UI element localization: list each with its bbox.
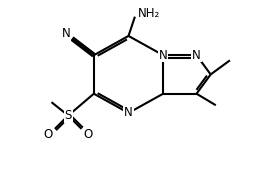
Text: S: S xyxy=(65,109,72,122)
Text: N: N xyxy=(62,27,71,40)
Text: NH₂: NH₂ xyxy=(138,7,160,20)
Text: N: N xyxy=(159,49,168,62)
Text: O: O xyxy=(44,127,53,141)
Text: N: N xyxy=(124,106,133,120)
Text: O: O xyxy=(83,127,93,141)
Text: N: N xyxy=(192,49,201,62)
